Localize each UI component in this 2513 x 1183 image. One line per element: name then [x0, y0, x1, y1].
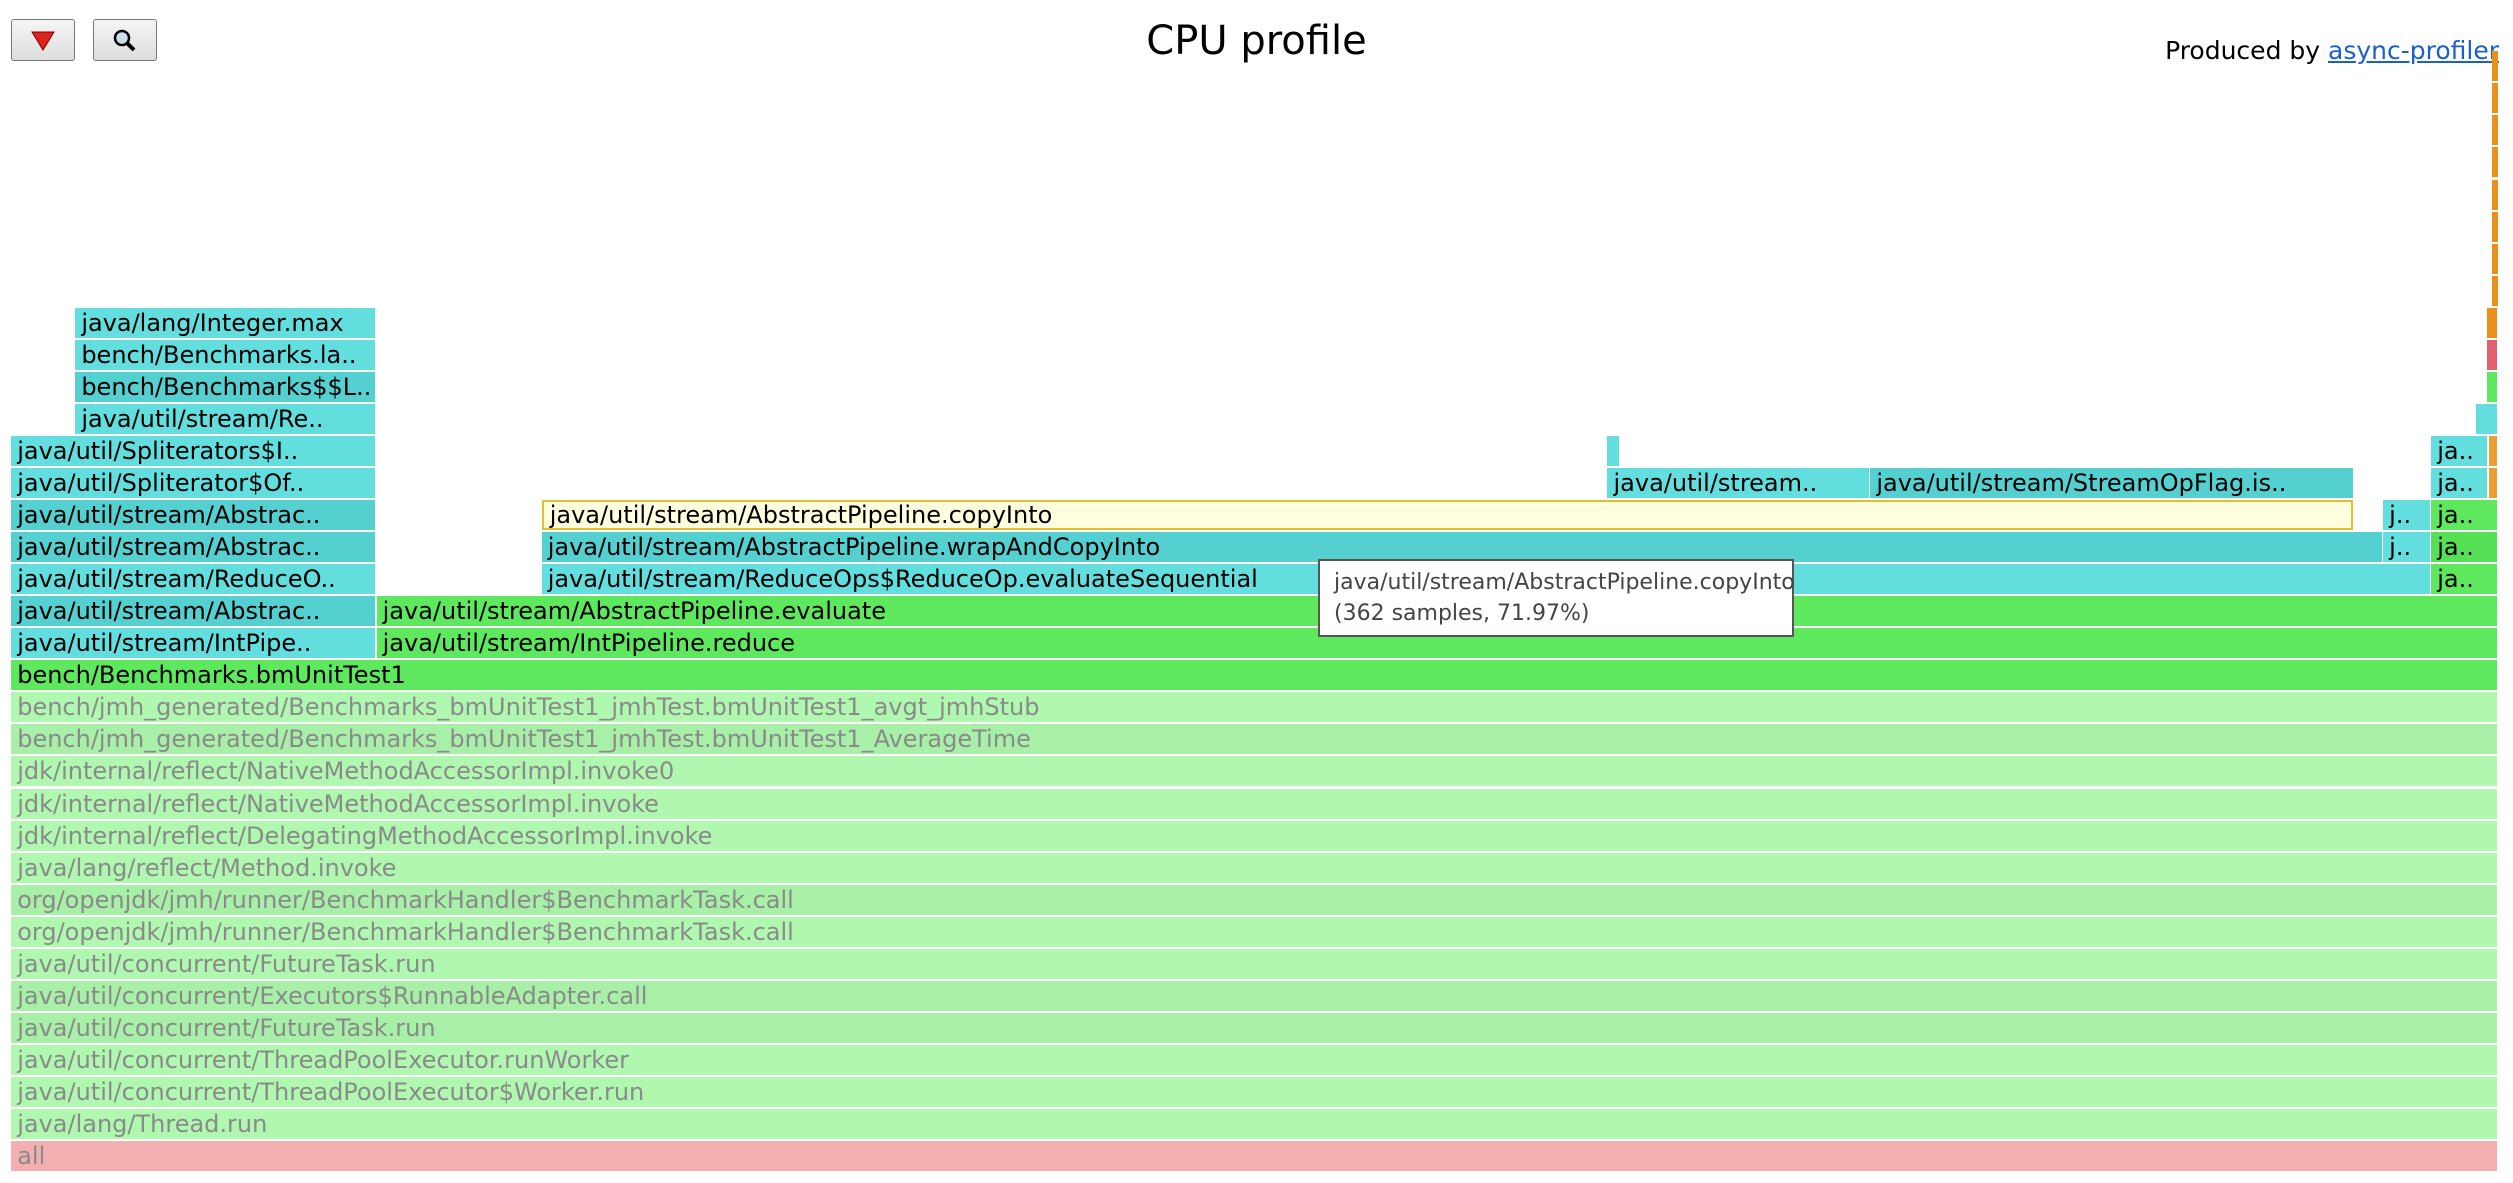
stack-frame[interactable]	[2488, 467, 2497, 498]
stack-frame[interactable]	[2492, 147, 2499, 178]
stack-frame[interactable]	[2487, 371, 2497, 402]
stack-frame[interactable]: bench/jmh_generated/Benchmarks_bmUnitTes…	[11, 724, 2497, 755]
page-title: CPU profile	[1146, 18, 1367, 64]
stack-frame[interactable]: ja..	[2431, 532, 2497, 563]
stack-frame[interactable]: java/lang/Thread.run	[11, 1109, 2497, 1140]
search-button[interactable]	[93, 19, 157, 61]
stack-frame[interactable]	[2492, 51, 2499, 82]
stack-frame[interactable]: org/openjdk/jmh/runner/BenchmarkHandler$…	[11, 916, 2497, 947]
stack-frame[interactable]: java/util/stream/StreamOpFlag.is..	[1870, 467, 2353, 498]
stack-frame[interactable]: java/util/concurrent/ThreadPoolExecutor.…	[11, 1044, 2497, 1075]
reverse-button[interactable]	[11, 19, 75, 61]
stack-frame[interactable]	[2492, 179, 2499, 210]
stack-frame[interactable]: java/util/stream..	[1607, 467, 1869, 498]
tooltip-name: java/util/stream/AbstractPipeline.copyIn…	[1334, 570, 1795, 595]
stack-frame[interactable]	[1607, 435, 1619, 466]
profiler-link[interactable]: async-profiler	[2328, 36, 2499, 65]
stack-frame[interactable]: java/util/concurrent/ThreadPoolExecutor$…	[11, 1077, 2497, 1107]
stack-frame[interactable]	[2476, 403, 2497, 434]
stack-frame[interactable]: jdk/internal/reflect/DelegatingMethodAcc…	[11, 820, 2497, 851]
produced-label: Produced by	[2165, 36, 2321, 65]
stack-frame[interactable]: java/util/Spliterator$Of..	[11, 467, 376, 498]
stack-frame[interactable]: java/util/stream/IntPipeline.reduce	[376, 628, 2497, 659]
stack-frame[interactable]: java/util/concurrent/FutureTask.run	[11, 948, 2497, 979]
stack-frame[interactable]: java/util/stream/Re..	[75, 403, 375, 434]
stack-frame[interactable]	[2492, 275, 2499, 306]
tooltip-samples: (362 samples, 71.97%)	[1334, 601, 1590, 626]
stack-frame[interactable]	[2487, 307, 2497, 338]
stack-frame[interactable]: org/openjdk/jmh/runner/BenchmarkHandler$…	[11, 884, 2497, 915]
stack-frame[interactable]: java/util/stream/Abstrac..	[11, 596, 376, 627]
stack-frame[interactable]: bench/Benchmarks.bmUnitTest1	[11, 660, 2497, 691]
tooltip: java/util/stream/AbstractPipeline.copyIn…	[1318, 559, 1795, 637]
stack-frame[interactable]	[2492, 83, 2499, 114]
stack-frame[interactable]	[2487, 339, 2497, 370]
search-icon	[113, 29, 136, 52]
stack-frame[interactable]: bench/Benchmarks.la..	[75, 339, 375, 370]
stack-frame[interactable]	[2492, 211, 2499, 242]
stack-frame[interactable]	[2488, 435, 2497, 466]
stack-frame[interactable]: ja..	[2431, 564, 2497, 595]
stack-frame[interactable]: ja..	[2431, 500, 2497, 531]
produced-by: Produced by async-profiler	[2165, 36, 2499, 65]
stack-frame[interactable]: java/util/stream/AbstractPipeline.copyIn…	[541, 500, 2353, 531]
stack-frame[interactable]: ja..	[2431, 435, 2488, 466]
stack-frame[interactable]	[2492, 115, 2499, 146]
stack-frame[interactable]: all	[11, 1141, 2497, 1172]
stack-frame[interactable]	[2492, 243, 2499, 274]
stack-frame[interactable]: bench/Benchmarks$$L..	[75, 371, 375, 402]
stack-frame[interactable]: java/lang/reflect/Method.invoke	[11, 852, 2497, 883]
stack-frame[interactable]: java/util/stream/ReduceO..	[11, 564, 376, 595]
stack-frame[interactable]: java/lang/Integer.max	[75, 307, 375, 338]
stack-frame[interactable]: j..	[2383, 532, 2430, 563]
stack-frame[interactable]: ja..	[2431, 467, 2488, 498]
stack-frame[interactable]: bench/jmh_generated/Benchmarks_bmUnitTes…	[11, 692, 2497, 723]
stack-frame[interactable]: java/util/Spliterators$I..	[11, 435, 376, 466]
stack-frame[interactable]: java/util/stream/IntPipe..	[11, 628, 376, 659]
reverse-icon	[31, 31, 55, 51]
stack-frame[interactable]: java/util/stream/Abstrac..	[11, 500, 376, 531]
stack-frame[interactable]: jdk/internal/reflect/NativeMethodAccesso…	[11, 756, 2497, 787]
stack-frame[interactable]: java/util/concurrent/FutureTask.run	[11, 1012, 2497, 1043]
stack-frame[interactable]: jdk/internal/reflect/NativeMethodAccesso…	[11, 788, 2497, 819]
stack-frame[interactable]: java/util/stream/Abstrac..	[11, 532, 376, 563]
stack-frame[interactable]: java/util/stream/AbstractPipeline.wrapAn…	[541, 532, 2382, 563]
stack-frame[interactable]: j..	[2383, 500, 2430, 531]
stack-frame[interactable]: java/util/concurrent/Executors$RunnableA…	[11, 980, 2497, 1011]
